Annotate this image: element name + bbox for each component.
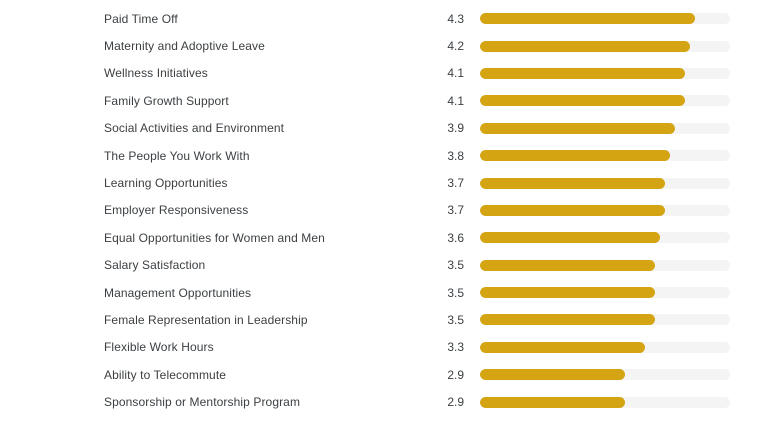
- chart-row: Learning Opportunities 3.7: [0, 169, 780, 196]
- category-label: Ability to Telecommute: [104, 367, 227, 382]
- bar-fill: [480, 314, 655, 326]
- category-label: Female Representation in Leadership: [104, 312, 308, 327]
- value-label: 3.5: [447, 285, 464, 300]
- chart-row: Equal Opportunities for Women and Men 3.…: [0, 224, 780, 251]
- bar-track: [480, 396, 730, 408]
- bar-track: [480, 67, 730, 79]
- category-label: Maternity and Adoptive Leave: [104, 39, 265, 54]
- bar-fill: [480, 369, 625, 381]
- bar-track: [480, 314, 730, 326]
- bar-track: [480, 259, 730, 271]
- chart-row: The People You Work With 3.8: [0, 142, 780, 169]
- bar-fill: [480, 204, 665, 216]
- category-label: Management Opportunities: [104, 285, 252, 300]
- value-label: 4.1: [447, 66, 464, 81]
- value-label: 3.7: [447, 176, 464, 191]
- category-label: Sponsorship or Mentorship Program: [104, 395, 301, 410]
- chart-row: Employer Responsiveness 3.7: [0, 197, 780, 224]
- value-label: 3.9: [447, 121, 464, 136]
- value-label: 3.6: [447, 230, 464, 245]
- category-label: Equal Opportunities for Women and Men: [104, 230, 325, 245]
- chart-row: Salary Satisfaction 3.5: [0, 252, 780, 279]
- bar-track: [480, 341, 730, 353]
- bar-fill: [480, 259, 655, 271]
- bar-track: [480, 204, 730, 216]
- value-label: 3.8: [447, 148, 464, 163]
- bar-fill: [480, 396, 625, 408]
- chart-row: Ability to Telecommute 2.9: [0, 361, 780, 388]
- chart-row: Paid Time Off 4.3: [0, 5, 780, 32]
- ratings-bar-chart: Paid Time Off 4.3 Maternity and Adoptive…: [0, 5, 780, 415]
- value-label: 4.2: [447, 39, 464, 54]
- category-label: Employer Responsiveness: [104, 203, 249, 218]
- bar-track: [480, 13, 730, 25]
- bar-fill: [480, 67, 685, 79]
- bar-fill: [480, 177, 665, 189]
- value-label: 2.9: [447, 367, 464, 382]
- bar-track: [480, 122, 730, 134]
- bar-fill: [480, 150, 670, 162]
- bar-track: [480, 287, 730, 299]
- bar-fill: [480, 341, 645, 353]
- bar-track: [480, 150, 730, 162]
- bar-fill: [480, 287, 655, 299]
- bar-track: [480, 40, 730, 52]
- value-label: 3.5: [447, 312, 464, 327]
- bar-track: [480, 369, 730, 381]
- chart-row: Management Opportunities 3.5: [0, 279, 780, 306]
- value-label: 3.7: [447, 203, 464, 218]
- chart-row: Maternity and Adoptive Leave 4.2: [0, 32, 780, 59]
- bar-fill: [480, 232, 660, 244]
- category-label: Learning Opportunities: [104, 176, 228, 191]
- value-label: 4.1: [447, 93, 464, 108]
- chart-row: Sponsorship or Mentorship Program 2.9: [0, 388, 780, 415]
- bar-fill: [480, 95, 685, 107]
- bar-fill: [480, 40, 690, 52]
- category-label: Salary Satisfaction: [104, 258, 206, 273]
- value-label: 4.3: [447, 11, 464, 26]
- value-label: 2.9: [447, 395, 464, 410]
- chart-row: Social Activities and Environment 3.9: [0, 115, 780, 142]
- chart-row: Wellness Initiatives 4.1: [0, 60, 780, 87]
- value-label: 3.3: [447, 340, 464, 355]
- bar-track: [480, 95, 730, 107]
- bar-fill: [480, 13, 695, 25]
- category-label: The People You Work With: [104, 148, 250, 163]
- category-label: Social Activities and Environment: [104, 121, 285, 136]
- bar-track: [480, 177, 730, 189]
- chart-row: Female Representation in Leadership 3.5: [0, 306, 780, 333]
- bar-fill: [480, 122, 675, 134]
- chart-row: Flexible Work Hours 3.3: [0, 334, 780, 361]
- bar-track: [480, 232, 730, 244]
- category-label: Flexible Work Hours: [104, 340, 214, 355]
- value-label: 3.5: [447, 258, 464, 273]
- chart-row: Family Growth Support 4.1: [0, 87, 780, 114]
- category-label: Paid Time Off: [104, 11, 178, 26]
- category-label: Wellness Initiatives: [104, 66, 208, 81]
- category-label: Family Growth Support: [104, 93, 229, 108]
